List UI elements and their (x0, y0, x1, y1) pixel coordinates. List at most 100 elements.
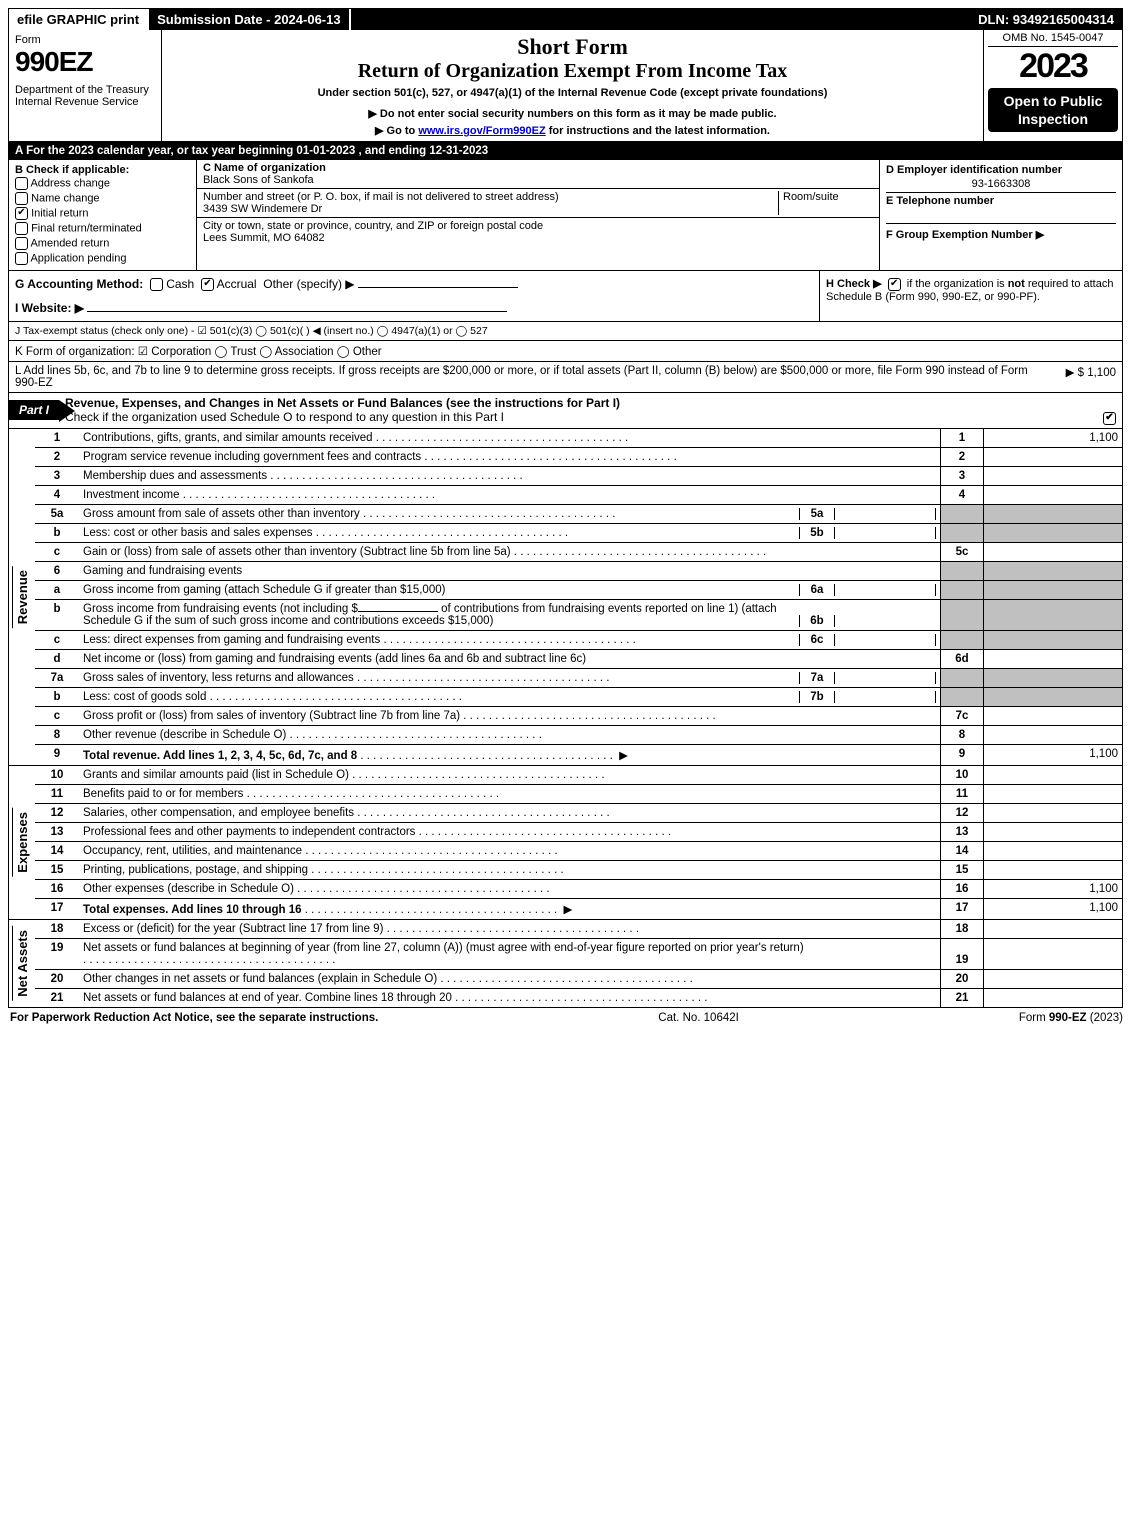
irs-link[interactable]: www.irs.gov/Form990EZ (418, 125, 545, 137)
addr-label: Number and street (or P. O. box, if mail… (203, 191, 559, 203)
check-final-return[interactable]: Final return/terminated (15, 221, 190, 236)
midbox-val (835, 672, 936, 684)
checkbox-icon[interactable] (15, 252, 28, 265)
line-6a: aGross income from gaming (attach Schedu… (35, 580, 1122, 599)
form-number: 990EZ (15, 46, 155, 78)
line-desc: Gain or (loss) from sale of assets other… (83, 546, 511, 558)
checkbox-icon[interactable] (15, 192, 28, 205)
website-label: I Website: ▶ (15, 301, 84, 315)
part-1-check-text: Check if the organization used Schedule … (65, 410, 504, 424)
midbox-label: 6b (799, 615, 835, 627)
line-num: 4 (941, 485, 984, 504)
revenue-table: 1Contributions, gifts, grants, and simil… (35, 429, 1122, 765)
line-num: 15 (941, 860, 984, 879)
line-val (984, 860, 1123, 879)
paperwork-notice: For Paperwork Reduction Act Notice, see … (10, 1012, 378, 1024)
short-form-title: Short Form (170, 34, 975, 60)
midbox-val (835, 634, 936, 646)
line-desc: Less: cost of goods sold (83, 691, 206, 703)
line-no: c (35, 706, 79, 725)
line-no: 2 (35, 447, 79, 466)
line-num: 9 (941, 744, 984, 765)
city-state-zip: Lees Summit, MO 64082 (203, 232, 325, 244)
line-14: 14Occupancy, rent, utilities, and mainte… (35, 841, 1122, 860)
line-val (984, 706, 1123, 725)
line-val (984, 803, 1123, 822)
netassets-label: Net Assets (12, 926, 32, 1001)
line-desc: Gaming and fundraising events (79, 561, 941, 580)
row-h: H Check ▶ if the organization is not req… (819, 271, 1122, 321)
line-17: 17Total expenses. Add lines 10 through 1… (35, 898, 1122, 919)
ein-label: D Employer identification number (886, 164, 1116, 176)
midbox-val (835, 584, 936, 596)
line-num: 12 (941, 803, 984, 822)
line-val (984, 969, 1123, 988)
line-val: 1,100 (984, 744, 1123, 765)
checkbox-icon[interactable] (888, 278, 901, 291)
checkbox-icon[interactable] (15, 177, 28, 190)
line-1: 1Contributions, gifts, grants, and simil… (35, 429, 1122, 448)
check-amended-return[interactable]: Amended return (15, 236, 190, 251)
header: Form 990EZ Department of the Treasury In… (9, 30, 1122, 142)
checkbox-icon[interactable] (1103, 412, 1116, 425)
line-5a: 5aGross amount from sale of assets other… (35, 504, 1122, 523)
checkbox-icon[interactable] (150, 278, 163, 291)
line-val (984, 504, 1123, 523)
check-address-change[interactable]: Address change (15, 176, 190, 191)
revenue-side-label: Revenue (9, 429, 35, 765)
line-desc: Net assets or fund balances at beginning… (83, 942, 804, 954)
goto-prefix: ▶ Go to (375, 125, 418, 137)
midbox-label: 7a (799, 672, 835, 684)
box-c: C Name of organization Black Sons of San… (197, 160, 879, 270)
row-l-amount: ▶ $ 1,100 (1036, 365, 1116, 389)
expenses-label: Expenses (12, 808, 32, 877)
line-val: 1,100 (984, 429, 1123, 448)
checkbox-icon[interactable] (201, 278, 214, 291)
line-val (984, 988, 1123, 1007)
line-desc: Gross sales of inventory, less returns a… (83, 672, 354, 684)
accrual-label: Accrual (217, 277, 257, 291)
line-num: 19 (941, 938, 984, 969)
line-no: a (35, 580, 79, 599)
line-no: 6 (35, 561, 79, 580)
line-7a: 7a Gross sales of inventory, less returns… (35, 668, 1122, 687)
ein-value: 93-1663308 (886, 176, 1116, 193)
net-assets-section: Net Assets 18Excess or (deficit) for the… (9, 919, 1122, 1007)
check-application-pending[interactable]: Application pending (15, 251, 190, 266)
midbox-val (835, 527, 936, 539)
box-def: D Employer identification number 93-1663… (879, 160, 1122, 270)
submission-date: Submission Date - 2024-06-13 (149, 9, 351, 30)
part-1-title: Revenue, Expenses, and Changes in Net As… (59, 393, 1122, 427)
line-no: c (35, 630, 79, 649)
omb-number: OMB No. 1545-0047 (988, 32, 1118, 47)
line-val (984, 599, 1123, 630)
line-7b: bLess: cost of goods sold7b (35, 687, 1122, 706)
line-val (984, 841, 1123, 860)
check-initial-return[interactable]: Initial return (15, 206, 190, 221)
line-num: 17 (941, 898, 984, 919)
line-10: 10Grants and similar amounts paid (list … (35, 766, 1122, 785)
check-label: Application pending (30, 252, 126, 264)
checkbox-icon[interactable] (15, 237, 28, 250)
efile-print[interactable]: efile GRAPHIC print (9, 9, 149, 30)
midbox-label: 7b (799, 691, 835, 703)
checkbox-icon[interactable] (15, 222, 28, 235)
line-desc: Membership dues and assessments (83, 470, 267, 482)
part-1-title-text: Revenue, Expenses, and Changes in Net As… (65, 396, 620, 410)
line-val (984, 485, 1123, 504)
line-val (984, 822, 1123, 841)
checkbox-icon[interactable] (15, 207, 28, 220)
line-4: 4Investment income4 (35, 485, 1122, 504)
header-right: OMB No. 1545-0047 2023 Open to Public In… (983, 30, 1122, 141)
check-name-change[interactable]: Name change (15, 191, 190, 206)
line-val: 1,100 (984, 879, 1123, 898)
row-j: J Tax-exempt status (check only one) - ☑… (9, 322, 1122, 341)
line-val (984, 447, 1123, 466)
line-21: 21Net assets or fund balances at end of … (35, 988, 1122, 1007)
row-h-not: not (1008, 278, 1025, 290)
line-num: 21 (941, 988, 984, 1007)
other-label: Other (specify) ▶ (263, 277, 354, 291)
revenue-section: Revenue 1Contributions, gifts, grants, a… (9, 429, 1122, 765)
tax-year: 2023 (988, 47, 1118, 86)
line-num: 11 (941, 784, 984, 803)
